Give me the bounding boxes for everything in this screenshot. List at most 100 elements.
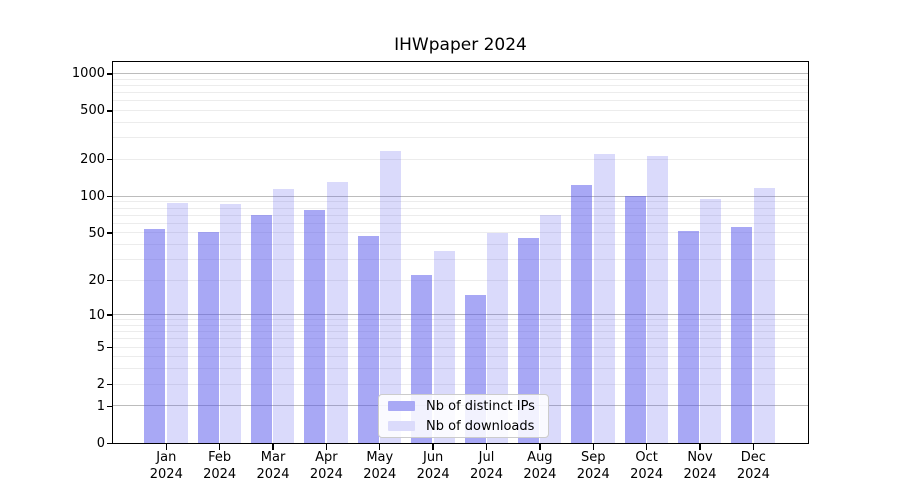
major-gridline bbox=[113, 314, 809, 316]
x-tick-label: Jan 2024 bbox=[149, 450, 183, 483]
minor-gridline bbox=[113, 319, 809, 321]
minor-gridline bbox=[113, 122, 809, 124]
legend-item: Nb of distinct IPs bbox=[388, 398, 539, 414]
bar-downloads-sep bbox=[593, 154, 615, 443]
y-tick-label: 2 bbox=[96, 377, 105, 393]
bar-downloads-jul bbox=[486, 232, 508, 443]
x-tick bbox=[592, 444, 594, 450]
x-tick-label: Mar 2024 bbox=[256, 450, 290, 483]
x-tick bbox=[485, 444, 488, 450]
minor-gridline bbox=[113, 207, 809, 209]
bar-downloads-dec bbox=[753, 187, 775, 443]
bar-downloads-jan bbox=[166, 203, 188, 443]
chart-title: IHWpaper 2024 bbox=[394, 35, 527, 55]
y-tick bbox=[107, 195, 113, 198]
minor-gridline bbox=[113, 100, 809, 102]
bar-downloads-may bbox=[380, 150, 402, 443]
minor-gridline bbox=[113, 331, 809, 333]
minor-gridline bbox=[113, 368, 809, 370]
legend-item: Nb of downloads bbox=[388, 418, 539, 434]
y-tick bbox=[107, 314, 113, 316]
y-tick-label: 200 bbox=[80, 152, 105, 168]
bar-downloads-oct bbox=[647, 155, 669, 443]
major-gridline bbox=[113, 195, 809, 197]
minor-gridline bbox=[113, 78, 809, 80]
legend-label: Nb of distinct IPs bbox=[426, 398, 535, 414]
x-tick bbox=[379, 444, 381, 450]
x-tick-label: Nov 2024 bbox=[683, 450, 717, 483]
major-gridline bbox=[113, 73, 809, 75]
bar-downloads-mar bbox=[273, 188, 295, 443]
bar-distinct-ips-may bbox=[357, 236, 379, 443]
y-tick-label: 1 bbox=[96, 398, 105, 414]
minor-gridline bbox=[113, 92, 809, 94]
x-tick bbox=[325, 444, 328, 450]
y-tick-label: 100 bbox=[80, 189, 105, 205]
x-tick bbox=[752, 444, 755, 450]
y-tick-label: 20 bbox=[88, 273, 105, 289]
x-tick-label: Jun 2024 bbox=[416, 450, 450, 483]
bar-distinct-ips-mar bbox=[251, 215, 273, 443]
minor-gridline bbox=[113, 258, 809, 260]
x-tick-label: Sep 2024 bbox=[576, 450, 610, 483]
x-tick-label: Apr 2024 bbox=[309, 450, 343, 483]
y-tick bbox=[107, 279, 113, 282]
x-tick bbox=[645, 444, 648, 450]
x-tick-label: Oct 2024 bbox=[630, 450, 664, 483]
minor-gridline bbox=[113, 383, 809, 385]
x-tick bbox=[272, 444, 274, 450]
minor-gridline bbox=[113, 137, 809, 139]
x-tick-label: Feb 2024 bbox=[203, 450, 237, 483]
legend-swatch-downloads bbox=[388, 420, 415, 432]
x-tick bbox=[432, 444, 434, 450]
y-tick bbox=[107, 73, 113, 75]
bar-distinct-ips-apr bbox=[304, 210, 326, 443]
bar-downloads-nov bbox=[700, 198, 722, 443]
x-tick-label: May 2024 bbox=[363, 450, 397, 483]
legend-label: Nb of downloads bbox=[426, 418, 535, 434]
y-tick bbox=[107, 346, 113, 349]
minor-gridline bbox=[113, 201, 809, 203]
minor-gridline bbox=[113, 110, 809, 112]
y-tick bbox=[107, 405, 113, 407]
y-tick bbox=[107, 383, 113, 386]
bar-distinct-ips-jan bbox=[144, 228, 166, 443]
y-tick bbox=[107, 232, 113, 234]
legend-swatch-distinct-ips bbox=[388, 400, 415, 412]
y-tick-label: 500 bbox=[80, 103, 105, 119]
bar-downloads-aug bbox=[540, 215, 562, 443]
minor-gridline bbox=[113, 325, 809, 327]
minor-gridline bbox=[113, 158, 809, 160]
bar-distinct-ips-nov bbox=[678, 230, 699, 443]
x-tick-label: Jul 2024 bbox=[469, 450, 504, 483]
minor-gridline bbox=[113, 214, 809, 216]
x-tick bbox=[539, 444, 541, 450]
bar-distinct-ips-dec bbox=[731, 226, 753, 443]
minor-gridline bbox=[113, 338, 809, 340]
legend: Nb of distinct IPs Nb of downloads bbox=[378, 394, 549, 438]
y-tick bbox=[107, 442, 113, 444]
bar-downloads-feb bbox=[220, 204, 242, 443]
y-tick-label: 50 bbox=[88, 225, 105, 241]
bar-distinct-ips-oct bbox=[624, 196, 646, 443]
x-tick-label: Aug 2024 bbox=[523, 450, 557, 483]
minor-gridline bbox=[113, 222, 809, 224]
bar-downloads-apr bbox=[326, 182, 348, 443]
minor-gridline bbox=[113, 279, 809, 281]
minor-gridline bbox=[113, 85, 809, 87]
y-tick-label: 5 bbox=[96, 340, 105, 355]
minor-gridline bbox=[113, 346, 809, 348]
plot-area bbox=[112, 61, 810, 444]
y-tick bbox=[107, 159, 113, 161]
minor-gridline bbox=[113, 356, 809, 358]
minor-gridline bbox=[113, 232, 809, 234]
y-tick-label: 1000 bbox=[71, 66, 105, 82]
minor-gridline bbox=[113, 243, 809, 245]
bar-distinct-ips-sep bbox=[571, 184, 593, 443]
x-tick bbox=[699, 444, 701, 450]
y-tick-label: 10 bbox=[88, 307, 105, 323]
x-tick-label: Dec 2024 bbox=[736, 450, 770, 483]
x-tick bbox=[218, 444, 221, 450]
y-tick bbox=[107, 110, 113, 112]
